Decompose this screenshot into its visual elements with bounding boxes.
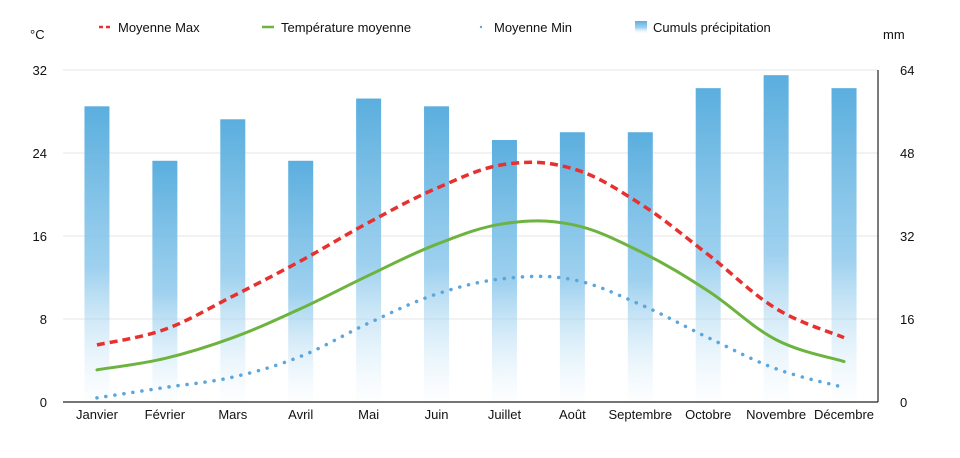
right-axis-unit: mm — [883, 27, 905, 42]
legend-mean-label: Température moyenne — [281, 20, 411, 35]
left-tick-label: 8 — [40, 312, 47, 327]
x-tick-label: Mai — [358, 407, 379, 422]
legend-max-label: Moyenne Max — [118, 20, 200, 35]
mean-temp-line — [95, 219, 846, 372]
right-tick-label: 16 — [900, 312, 914, 327]
x-tick-label: Janvier — [76, 407, 119, 422]
left-tick-label: 0 — [40, 395, 47, 410]
legend-precip-label: Cumuls précipitation — [653, 20, 771, 35]
precip-bar — [152, 160, 178, 402]
precip-bar — [356, 98, 382, 402]
left-tick-label: 32 — [33, 63, 47, 78]
x-tick-label: Août — [559, 407, 586, 422]
precipitation-bars — [84, 75, 857, 402]
precip-bar — [695, 88, 721, 402]
precip-bar — [627, 132, 653, 402]
right-tick-label: 64 — [900, 63, 914, 78]
legend-precip-swatch — [635, 21, 647, 33]
precip-bar — [84, 106, 110, 402]
x-tick-label: Avril — [288, 407, 313, 422]
precip-bar — [220, 119, 246, 402]
x-tick-label: Décembre — [814, 407, 874, 422]
x-tick-label: Mars — [218, 407, 247, 422]
legend: Moyenne Max Température moyenne Moyenne … — [99, 20, 771, 35]
x-tick-label: Octobre — [685, 407, 731, 422]
x-tick-label: Novembre — [746, 407, 806, 422]
left-tick-label: 24 — [33, 146, 47, 161]
right-tick-label: 0 — [900, 395, 907, 410]
precip-bar — [559, 132, 585, 402]
right-tick-label: 48 — [900, 146, 914, 161]
x-tick-label: Juin — [425, 407, 449, 422]
left-axis-unit: °C — [30, 27, 45, 42]
right-tick-label: 32 — [900, 229, 914, 244]
min-temp-line — [95, 274, 846, 400]
temperature-lines — [95, 160, 846, 400]
left-tick-label: 16 — [33, 229, 47, 244]
precip-bar — [424, 106, 450, 402]
x-tick-label: Février — [145, 407, 186, 422]
precip-bar — [763, 75, 789, 402]
precip-bar — [491, 140, 517, 402]
x-tick-label: Juillet — [488, 407, 522, 422]
precip-bar — [288, 160, 314, 402]
axes — [63, 70, 879, 403]
gridlines — [63, 69, 878, 320]
x-tick-label: Septembre — [608, 407, 672, 422]
legend-min-label: Moyenne Min — [494, 20, 572, 35]
tick-labels: 0 8 16 24 32 0 16 32 48 64 Janvier Février Mars Avril… — [33, 63, 915, 422]
precip-bar — [831, 88, 857, 402]
legend-min-swatch — [479, 25, 483, 29]
max-temp-line — [96, 160, 845, 347]
